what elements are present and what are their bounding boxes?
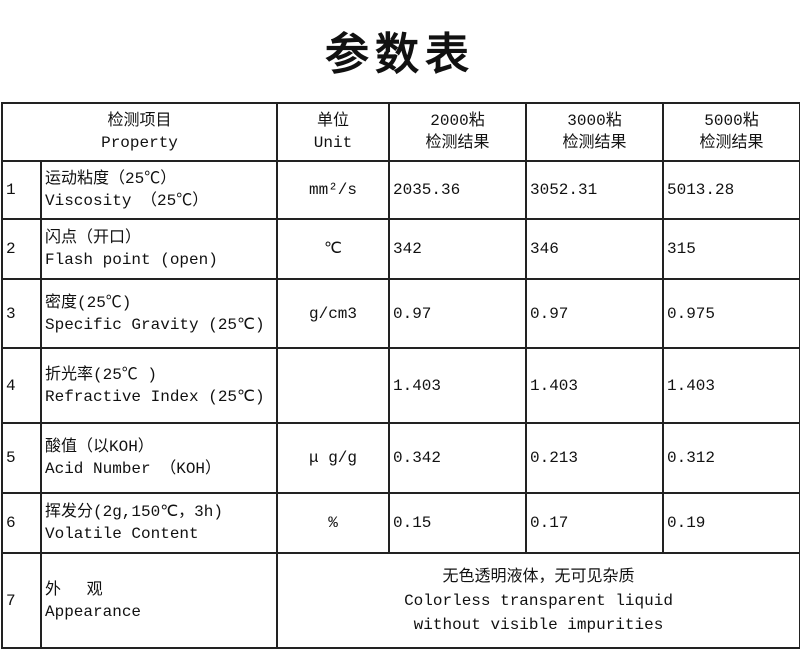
property-en: Volatile Content [45, 525, 199, 543]
header-unit-en: Unit [313, 134, 353, 152]
property-cell: 挥发分(2g,150℃，3h) Volatile Content [40, 492, 278, 554]
value-5000: 0.312 [662, 422, 800, 494]
value-3000: 0.213 [525, 422, 664, 494]
property-cell: 折光率(25℃ ) Refractive Index (25℃) [40, 347, 278, 424]
row-number: 4 [1, 347, 42, 424]
header-2000: 2000粘检测结果 [388, 102, 527, 162]
appearance-value-en1: Colorless transparent liquid [404, 591, 673, 610]
value-5000: 5013.28 [662, 160, 800, 220]
table-row: 4 折光率(25℃ ) Refractive Index (25℃) 1.403 1.4… [1, 347, 800, 424]
header-3000-a: 3000粘 [567, 112, 622, 130]
property-en: Acid Number （KOH） [45, 460, 222, 478]
header-5000: 5000粘检测结果 [662, 102, 800, 162]
property-cn: 折光率(25℃ ) [45, 365, 158, 384]
header-2000-b: 检测结果 [425, 134, 490, 152]
header-5000-a: 5000粘 [704, 112, 759, 130]
property-en: Appearance [45, 602, 142, 621]
row-number: 1 [1, 160, 42, 220]
appearance-value-en2: without visible impurities [413, 615, 664, 634]
property-cn: 闪点（开口） [45, 229, 142, 247]
value-2000: 342 [388, 218, 527, 280]
property-en: Refractive Index (25℃) [45, 387, 265, 406]
row-number: 3 [1, 278, 42, 349]
table-row: 1 运动粘度（25℃） Viscosity （25℃） mm²/s 2035.36 305… [1, 160, 800, 220]
table-row: 6 挥发分(2g,150℃，3h) Volatile Content% 0.15 0.1… [1, 492, 800, 554]
property-en: Specific Gravity (25℃) [45, 315, 265, 334]
property-cell: 密度(25℃) Specific Gravity (25℃) [40, 278, 278, 349]
value-2000: 1.403 [388, 347, 527, 424]
parameter-table: 检测项目 Property 单位 Unit 2000粘 检测结果 3000粘 检测结果 … [1, 102, 800, 649]
value-2000: 0.97 [388, 278, 527, 349]
row-number: 7 [1, 552, 42, 649]
value-2000: 0.15 [388, 492, 527, 554]
unit-cell: % [276, 492, 390, 554]
property-en: Flash point (open) [45, 251, 218, 269]
value-3000: 0.97 [525, 278, 664, 349]
property-cell: 酸值（以KOH） Acid Number （KOH） [40, 422, 278, 494]
property-cn: 密度(25℃) [45, 293, 132, 312]
value-2000: 2035.36 [388, 160, 527, 220]
property-cn: 外 观 [45, 580, 103, 599]
unit-cell: ℃ [276, 218, 390, 280]
property-cn: 酸值（以KOH） [45, 438, 154, 456]
unit-cell [276, 347, 390, 424]
property-cell: 运动粘度（25℃） Viscosity （25℃） [40, 160, 278, 220]
table-row: 5 酸值（以KOH） Acid Number （KOH） μ g/g 0.342 0.21… [1, 422, 800, 494]
property-cn: 运动粘度（25℃） [45, 170, 177, 188]
value-3000: 346 [525, 218, 664, 280]
row-number: 2 [1, 218, 42, 280]
appearance-value: 无色透明液体，无可见杂质 Colorless transparent liquid… [276, 552, 800, 649]
unit-cell: mm²/s [276, 160, 390, 220]
value-2000: 0.342 [388, 422, 527, 494]
property-cell: 闪点（开口） Flash point (open) [40, 218, 278, 280]
property-en: Viscosity （25℃） [45, 192, 209, 210]
header-row: 检测项目 Property 单位 Unit 2000粘 检测结果 3000粘 检测结果 … [1, 102, 800, 162]
unit-cell: g/cm3 [276, 278, 390, 349]
table-row: 2 闪点（开口） Flash point (open) ℃ 342 346 315 [1, 218, 800, 280]
header-2000-a: 2000粘 [430, 112, 485, 130]
row-number: 5 [1, 422, 42, 494]
header-property-en: Property [101, 134, 178, 152]
value-3000: 0.17 [525, 492, 664, 554]
unit-cell: μ g/g [276, 422, 390, 494]
value-5000: 315 [662, 218, 800, 280]
header-unit-cn: 单位 [316, 112, 349, 130]
value-5000: 0.975 [662, 278, 800, 349]
header-3000-b: 检测结果 [562, 134, 627, 152]
value-5000: 1.403 [662, 347, 800, 424]
property-cn: 挥发分(2g,150℃，3h) [45, 503, 223, 521]
value-3000: 3052.31 [525, 160, 664, 220]
header-property: 检测项目 Property [1, 102, 278, 162]
header-5000-b: 检测结果 [699, 134, 764, 152]
table-row-appearance: 7 外 观 Appearance 无色透明液体，无可见杂质 Colorless tr… [1, 552, 800, 649]
appearance-value-cn: 无色透明液体，无可见杂质 [442, 567, 635, 586]
header-property-cn: 检测项目 [107, 112, 172, 130]
value-5000: 0.19 [662, 492, 800, 554]
page-title: 参数表 [325, 29, 475, 80]
header-3000: 3000粘检测结果 [525, 102, 664, 162]
header-unit: 单位 Unit [276, 102, 390, 162]
table-row: 3 密度(25℃) Specific Gravity (25℃) g/cm3 0.97 0… [1, 278, 800, 349]
row-number: 6 [1, 492, 42, 554]
value-3000: 1.403 [525, 347, 664, 424]
property-cell: 外 观 Appearance [40, 552, 278, 649]
